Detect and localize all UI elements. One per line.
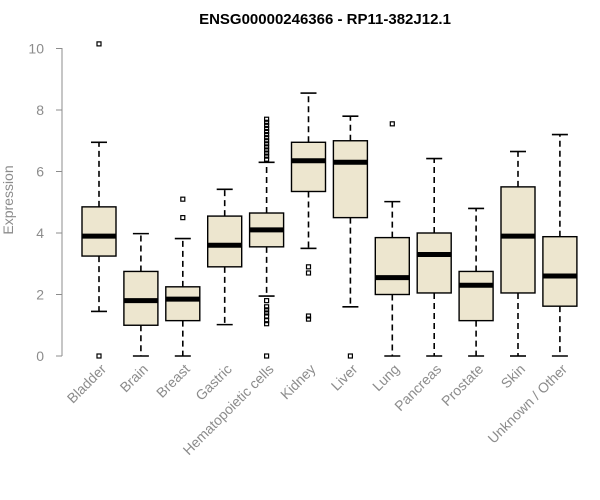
box-breast: [165, 196, 201, 357]
box-prostate: [458, 207, 494, 357]
y-axis-ticks: 0 2 4 6 8 10: [28, 41, 62, 364]
box-brain: [123, 232, 159, 357]
x-tick-label-prostate: Prostate: [438, 361, 486, 409]
iqr-box: [374, 236, 410, 296]
outlier-point: [305, 270, 312, 276]
box-skin: [500, 150, 536, 357]
x-tick-label-skin: Skin: [498, 361, 529, 392]
iqr-box: [500, 186, 536, 294]
outlier-point: [264, 156, 270, 162]
y-tick-label-4: 4: [36, 225, 44, 241]
box-hematopoietic-cells: [248, 116, 285, 359]
outlier-point: [264, 307, 270, 313]
outlier-point: [264, 153, 270, 159]
iqr-box: [290, 141, 327, 193]
outlier-point: [264, 353, 270, 359]
y-tick-label-6: 6: [36, 164, 44, 180]
outlier-point: [96, 41, 102, 47]
box-gastric: [206, 188, 243, 326]
iqr-box: [458, 270, 494, 322]
outlier-point: [264, 321, 270, 327]
iqr-box: [206, 215, 243, 268]
iqr-box: [81, 206, 117, 257]
outlier-point: [305, 316, 312, 322]
boxplot-series: [81, 41, 578, 359]
y-tick-label-10: 10: [28, 41, 44, 57]
outlier-point: [264, 304, 270, 310]
outlier-point: [264, 298, 270, 304]
outlier-point: [264, 138, 270, 144]
box-pancreas: [416, 157, 452, 357]
x-tick-label-unknown-other: Unknown / Other: [484, 361, 570, 447]
x-tick-label-liver: Liver: [328, 361, 361, 394]
outlier-point: [264, 313, 270, 319]
outlier-point: [264, 116, 270, 122]
chart-title: ENSG00000246366 - RP11-382J12.1: [199, 11, 451, 28]
x-tick-label-lung: Lung: [369, 361, 402, 394]
y-tick-label-8: 8: [36, 102, 44, 118]
iqr-box: [332, 140, 369, 219]
outlier-point: [389, 121, 395, 127]
outlier-point: [264, 132, 270, 138]
x-tick-label-pancreas: Pancreas: [391, 361, 444, 414]
y-tick-label-2: 2: [36, 287, 44, 303]
x-tick-label-kidney: Kidney: [277, 361, 319, 403]
outlier-point: [264, 119, 270, 125]
y-tick-label-0: 0: [36, 348, 44, 364]
outlier-point: [264, 318, 270, 324]
outlier-point: [180, 215, 186, 221]
x-tick-label-brain: Brain: [117, 361, 151, 395]
box-unknown-other: [542, 133, 578, 357]
x-tick-label-breast: Breast: [153, 361, 193, 401]
iqr-box: [542, 235, 578, 307]
outlier-point: [264, 135, 270, 141]
outlier-point: [264, 122, 270, 128]
outlier-point: [305, 313, 312, 319]
outlier-point: [347, 353, 353, 359]
outlier-point: [264, 128, 270, 135]
iqr-box: [165, 286, 201, 322]
y-axis-label: Expression: [0, 165, 16, 234]
outlier-point: [96, 353, 102, 359]
outlier-point: [264, 147, 270, 153]
outlier-point: [264, 144, 270, 150]
x-tick-label-bladder: Bladder: [64, 361, 110, 407]
outlier-point: [264, 310, 270, 316]
iqr-box: [416, 232, 452, 294]
outlier-point: [264, 150, 270, 156]
box-bladder: [81, 41, 117, 359]
box-lung: [374, 121, 410, 357]
box-kidney: [290, 92, 327, 322]
outlier-point: [305, 264, 312, 270]
outlier-point: [264, 141, 270, 147]
box-liver: [332, 115, 369, 359]
outlier-point: [264, 125, 270, 132]
outlier-point: [180, 196, 186, 202]
